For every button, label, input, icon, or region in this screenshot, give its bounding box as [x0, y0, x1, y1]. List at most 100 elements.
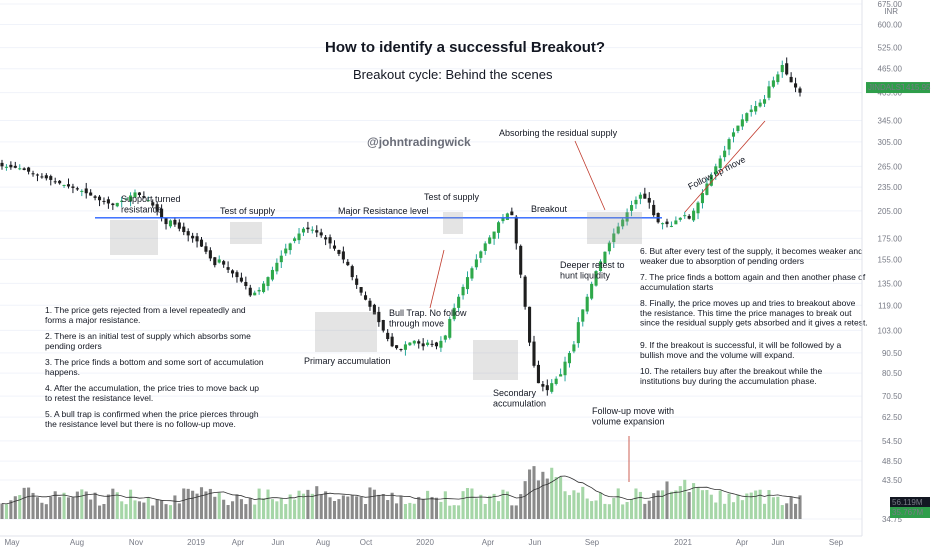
candle-body-3 [13, 165, 17, 168]
candle-body-40 [177, 222, 181, 229]
arrow-bull-trap [429, 249, 445, 309]
volume-bar-59 [262, 498, 266, 519]
arrow-absorbing [574, 140, 606, 211]
candle-body-22 [97, 196, 102, 201]
volume-bar-54 [239, 499, 243, 519]
candle-body-1 [4, 166, 8, 168]
volume-bar-105 [465, 488, 470, 519]
volume-bar-150 [665, 481, 669, 519]
volume-bar-69 [306, 489, 310, 519]
candle-body-34 [151, 202, 155, 206]
volume-bar-55 [244, 504, 248, 519]
volume-bar-170 [754, 490, 758, 519]
volume-bar-65 [288, 494, 292, 519]
y-tick-18: 62.50 [882, 413, 903, 422]
volume-bar-72 [319, 494, 323, 519]
candle-body-63 [279, 255, 283, 263]
volume-bar-117 [519, 494, 523, 519]
candle-body-110 [488, 237, 492, 244]
y-tick-19: 54.50 [882, 437, 903, 446]
volume-bar-11 [49, 496, 53, 519]
x-tick-1: Aug [70, 538, 84, 547]
candle-body-111 [492, 231, 496, 239]
volume-bar-34 [151, 505, 155, 519]
y-tick-15: 90.50 [882, 349, 903, 358]
candle-body-108 [479, 251, 483, 258]
volume-bar-163 [723, 503, 727, 519]
candle-body-45 [199, 239, 204, 247]
candle-body-57 [253, 292, 257, 296]
y-tick-22: 34.75 [882, 515, 903, 524]
candle-body-91 [403, 344, 407, 350]
volume-ma-line [1, 475, 801, 505]
candle-body-106 [470, 268, 474, 279]
candle-body-143 [634, 199, 638, 205]
volume-bar-50 [222, 499, 226, 519]
volume-bar-26 [115, 492, 119, 519]
volume-bar-124 [550, 467, 554, 519]
candle-body-48 [213, 257, 217, 266]
candle-body-54 [239, 277, 243, 282]
volume-bar-44 [195, 493, 199, 519]
candle-body-112 [496, 222, 501, 233]
volume-bar-16 [71, 497, 75, 519]
volume-bar-31 [137, 501, 141, 519]
volume-bar-3 [13, 496, 17, 519]
y-tick-0: 675.00 [878, 0, 903, 9]
volume-bar-8 [35, 497, 40, 519]
volume-bar-22 [97, 505, 102, 519]
candle-body-19 [84, 188, 88, 194]
candle-body-85 [377, 311, 381, 323]
volume-bar-25 [111, 488, 115, 519]
volume-bar-107 [474, 498, 478, 519]
note-right-3: 8. Finally, the price moves up and tries… [640, 298, 868, 328]
volume-bar-146 [647, 500, 651, 519]
last-price-bg [904, 82, 930, 94]
volume-bar-13 [58, 497, 62, 519]
arrow-follow-up [684, 120, 766, 213]
volume-bar-12 [53, 491, 57, 519]
volume-bar-40 [177, 503, 181, 519]
resistance-label: Major Resistance level [338, 206, 429, 216]
x-tick-12: 2021 [674, 538, 692, 547]
y-tick-5: 345.00 [878, 117, 903, 126]
volume-bar-145 [643, 503, 647, 519]
candle-body-36 [160, 208, 164, 218]
candle-body-141 [625, 212, 629, 222]
annot-deeper-retest: Deeper retest to hunt liquidity [560, 260, 625, 280]
x-tick-13: Apr [736, 538, 749, 547]
volume-bar-58 [257, 488, 261, 519]
volume-bar-153 [678, 486, 682, 519]
candle-body-0 [0, 162, 4, 167]
volume-bar-140 [621, 504, 625, 519]
candle-body-119 [528, 306, 532, 343]
candle-body-168 [745, 113, 749, 122]
volume-bar-103 [457, 505, 461, 519]
volume-bar-127 [563, 491, 567, 519]
candle-body-86 [381, 320, 385, 331]
volume-bar-32 [142, 502, 146, 519]
candle-body-133 [590, 283, 594, 299]
volume-bar-42 [186, 488, 190, 519]
volume-bar-132 [585, 498, 589, 519]
volume-bar-133 [590, 501, 594, 519]
y-tick-1: 600.00 [878, 20, 903, 29]
x-tick-14: Jun [772, 538, 785, 547]
volume-label-2: 35.767M [892, 508, 923, 517]
volume-bar-143 [634, 488, 638, 519]
volume-bar-108 [479, 494, 483, 519]
volume-bar-61 [270, 499, 274, 519]
candle-body-139 [616, 226, 620, 234]
candle-body-126 [559, 374, 563, 377]
x-tick-7: Oct [360, 538, 373, 547]
volume-bar-112 [496, 501, 501, 519]
candle-body-97 [430, 343, 434, 345]
volume-bar-71 [315, 486, 319, 519]
candle-body-27 [120, 200, 124, 202]
candle-body-137 [607, 242, 611, 252]
volume-bar-96 [426, 490, 430, 519]
volume-bar-29 [129, 489, 133, 519]
candle-body-101 [448, 318, 452, 338]
volume-bar-160 [709, 494, 713, 519]
candle-body-44 [195, 236, 199, 242]
